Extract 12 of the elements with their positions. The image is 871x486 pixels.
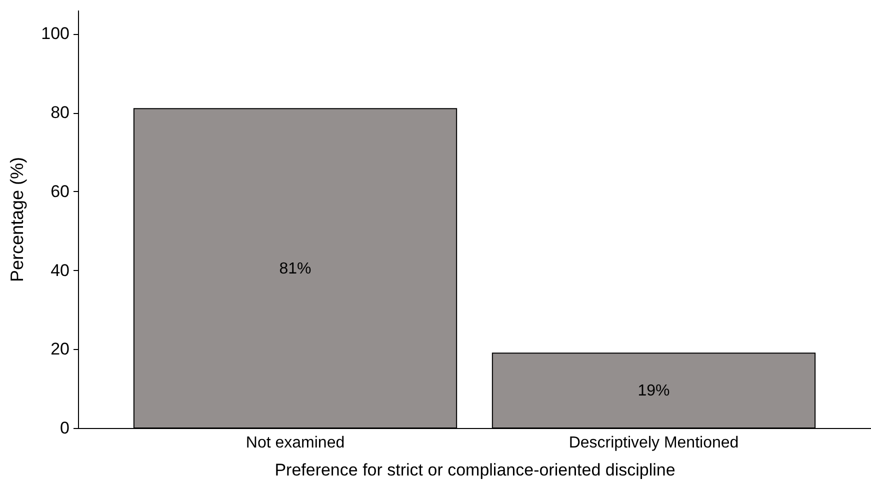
- y-tick-label: 0: [60, 418, 70, 438]
- y-tick-label: 20: [50, 340, 70, 359]
- y-tick-label: 40: [50, 260, 70, 280]
- data-label: 19%: [638, 382, 670, 400]
- y-axis-title: Percentage (%): [7, 156, 28, 282]
- y-tick-label: 80: [50, 103, 70, 122]
- data-label: 81%: [279, 260, 312, 278]
- x-axis-title: Preference for strict or compliance-oriented discipline: [274, 460, 676, 480]
- y-tick-label: 100: [41, 24, 70, 44]
- x-tick-label: Not examined: [246, 434, 345, 452]
- y-tick-label: 60: [50, 182, 70, 201]
- x-tick-label: Descriptively Mentioned: [568, 434, 739, 452]
